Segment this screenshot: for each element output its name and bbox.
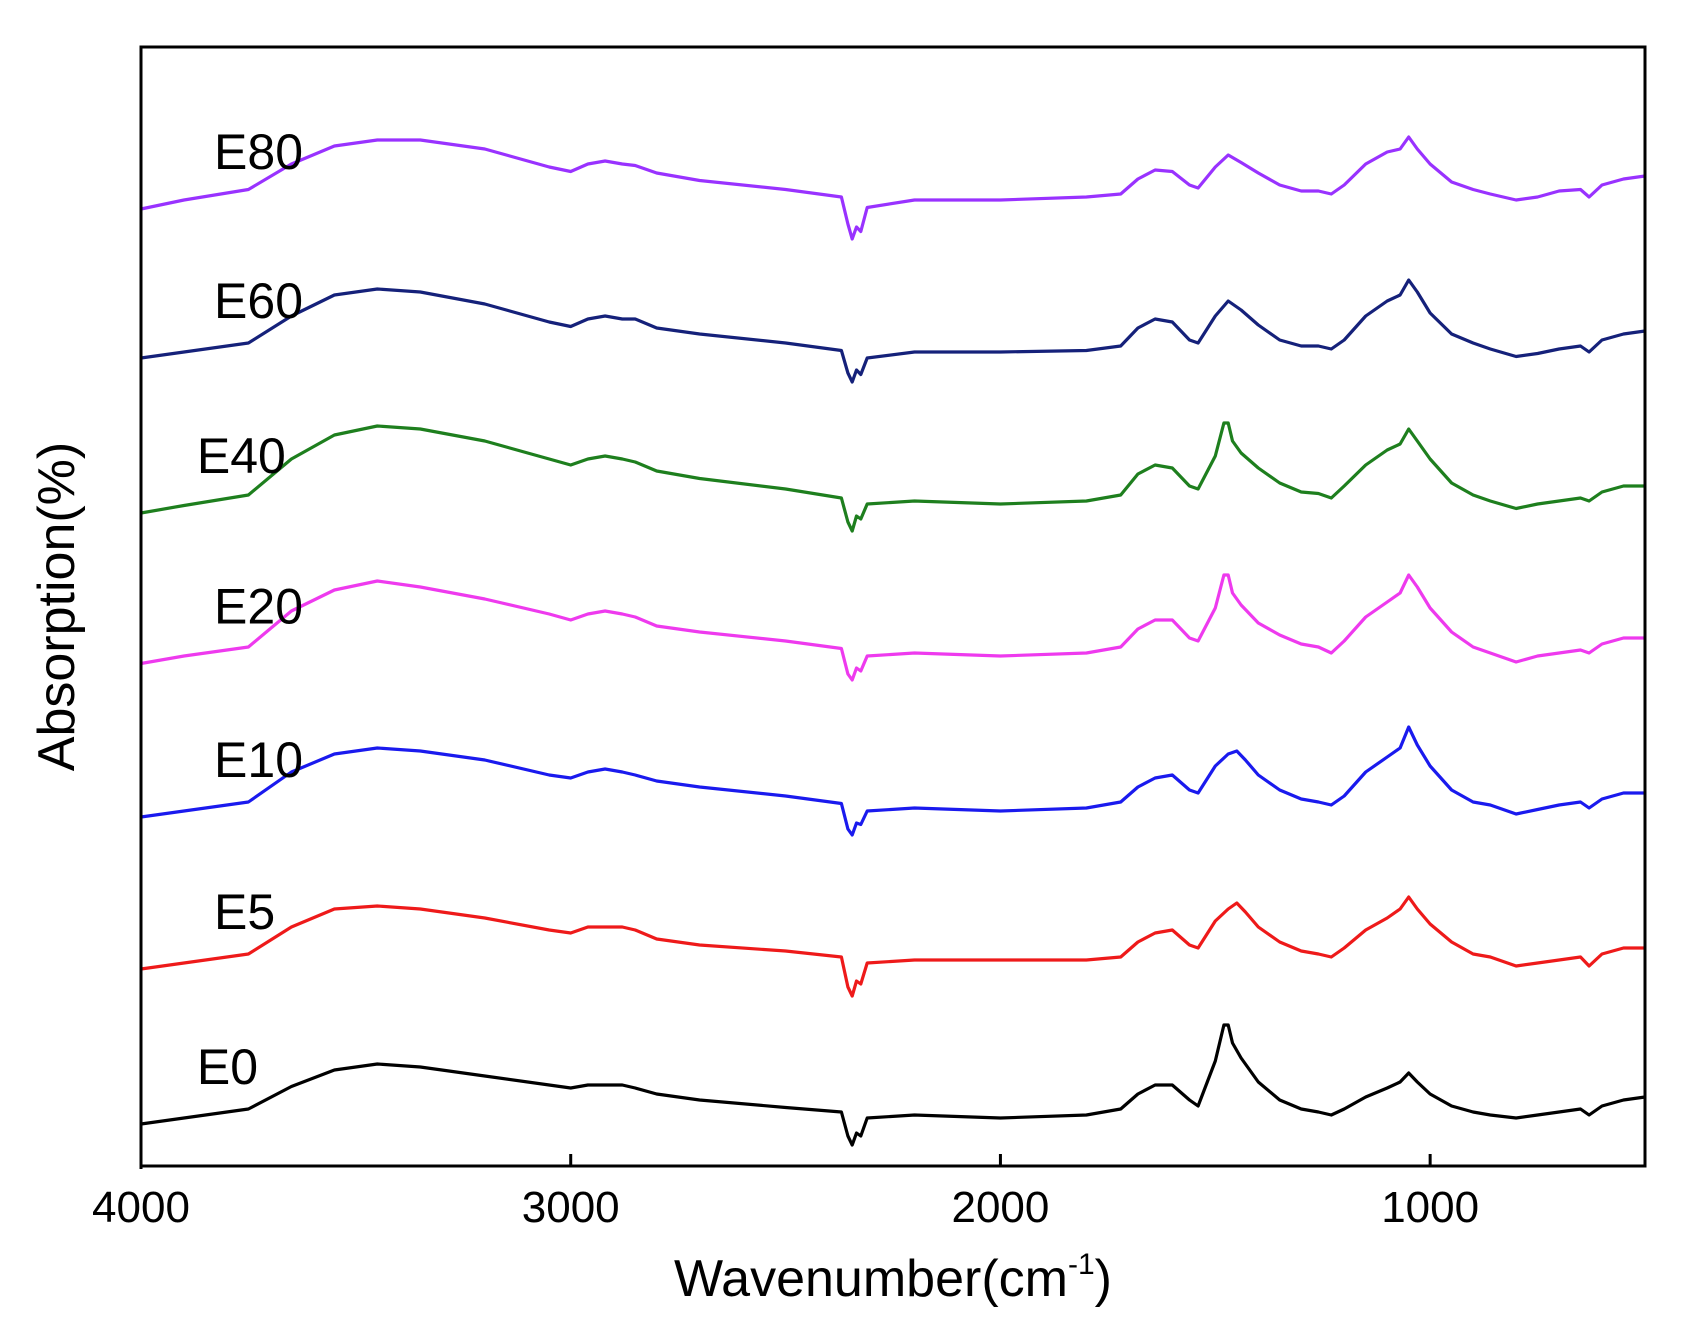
x-axis-title: Wavenumber(cm-1)	[674, 1248, 1112, 1308]
series-label-e10: E10	[214, 732, 303, 788]
series-label-e40: E40	[197, 428, 286, 484]
series-layer	[139, 135, 1646, 1169]
x-tick-label-4000: 4000	[92, 1183, 190, 1232]
series-line-e20	[140, 573, 1645, 682]
x-tick-label-1000: 1000	[1381, 1183, 1479, 1232]
series-line-e40	[140, 421, 1645, 533]
x-axis-title-superscript: -1	[1068, 1248, 1095, 1281]
x-axis-title-close: )	[1095, 1250, 1112, 1308]
x-tick-layer: 4000 3000 2000 1000	[92, 1154, 1479, 1232]
plot-frame	[139, 45, 1647, 1168]
series-line-e10	[140, 725, 1645, 837]
x-tick-label-2000: 2000	[951, 1183, 1049, 1232]
series-label-e80: E80	[214, 124, 303, 180]
series-label-layer: E80 E60 E40 E20 E10 E5 E0	[197, 124, 303, 1095]
series-label-e60: E60	[214, 273, 303, 329]
series-line-e0	[140, 1023, 1646, 1147]
series-line-e80	[140, 135, 1646, 241]
series-label-e0: E0	[197, 1039, 258, 1095]
series-line-e60	[140, 278, 1646, 384]
x-axis-title-main: Wavenumber(cm	[674, 1250, 1068, 1308]
x-tick-label-3000: 3000	[522, 1183, 620, 1232]
series-label-e20: E20	[214, 579, 303, 635]
series-label-e5: E5	[214, 884, 275, 940]
y-axis-title: Absorption(%)	[28, 442, 86, 771]
series-line-e5	[140, 895, 1645, 998]
